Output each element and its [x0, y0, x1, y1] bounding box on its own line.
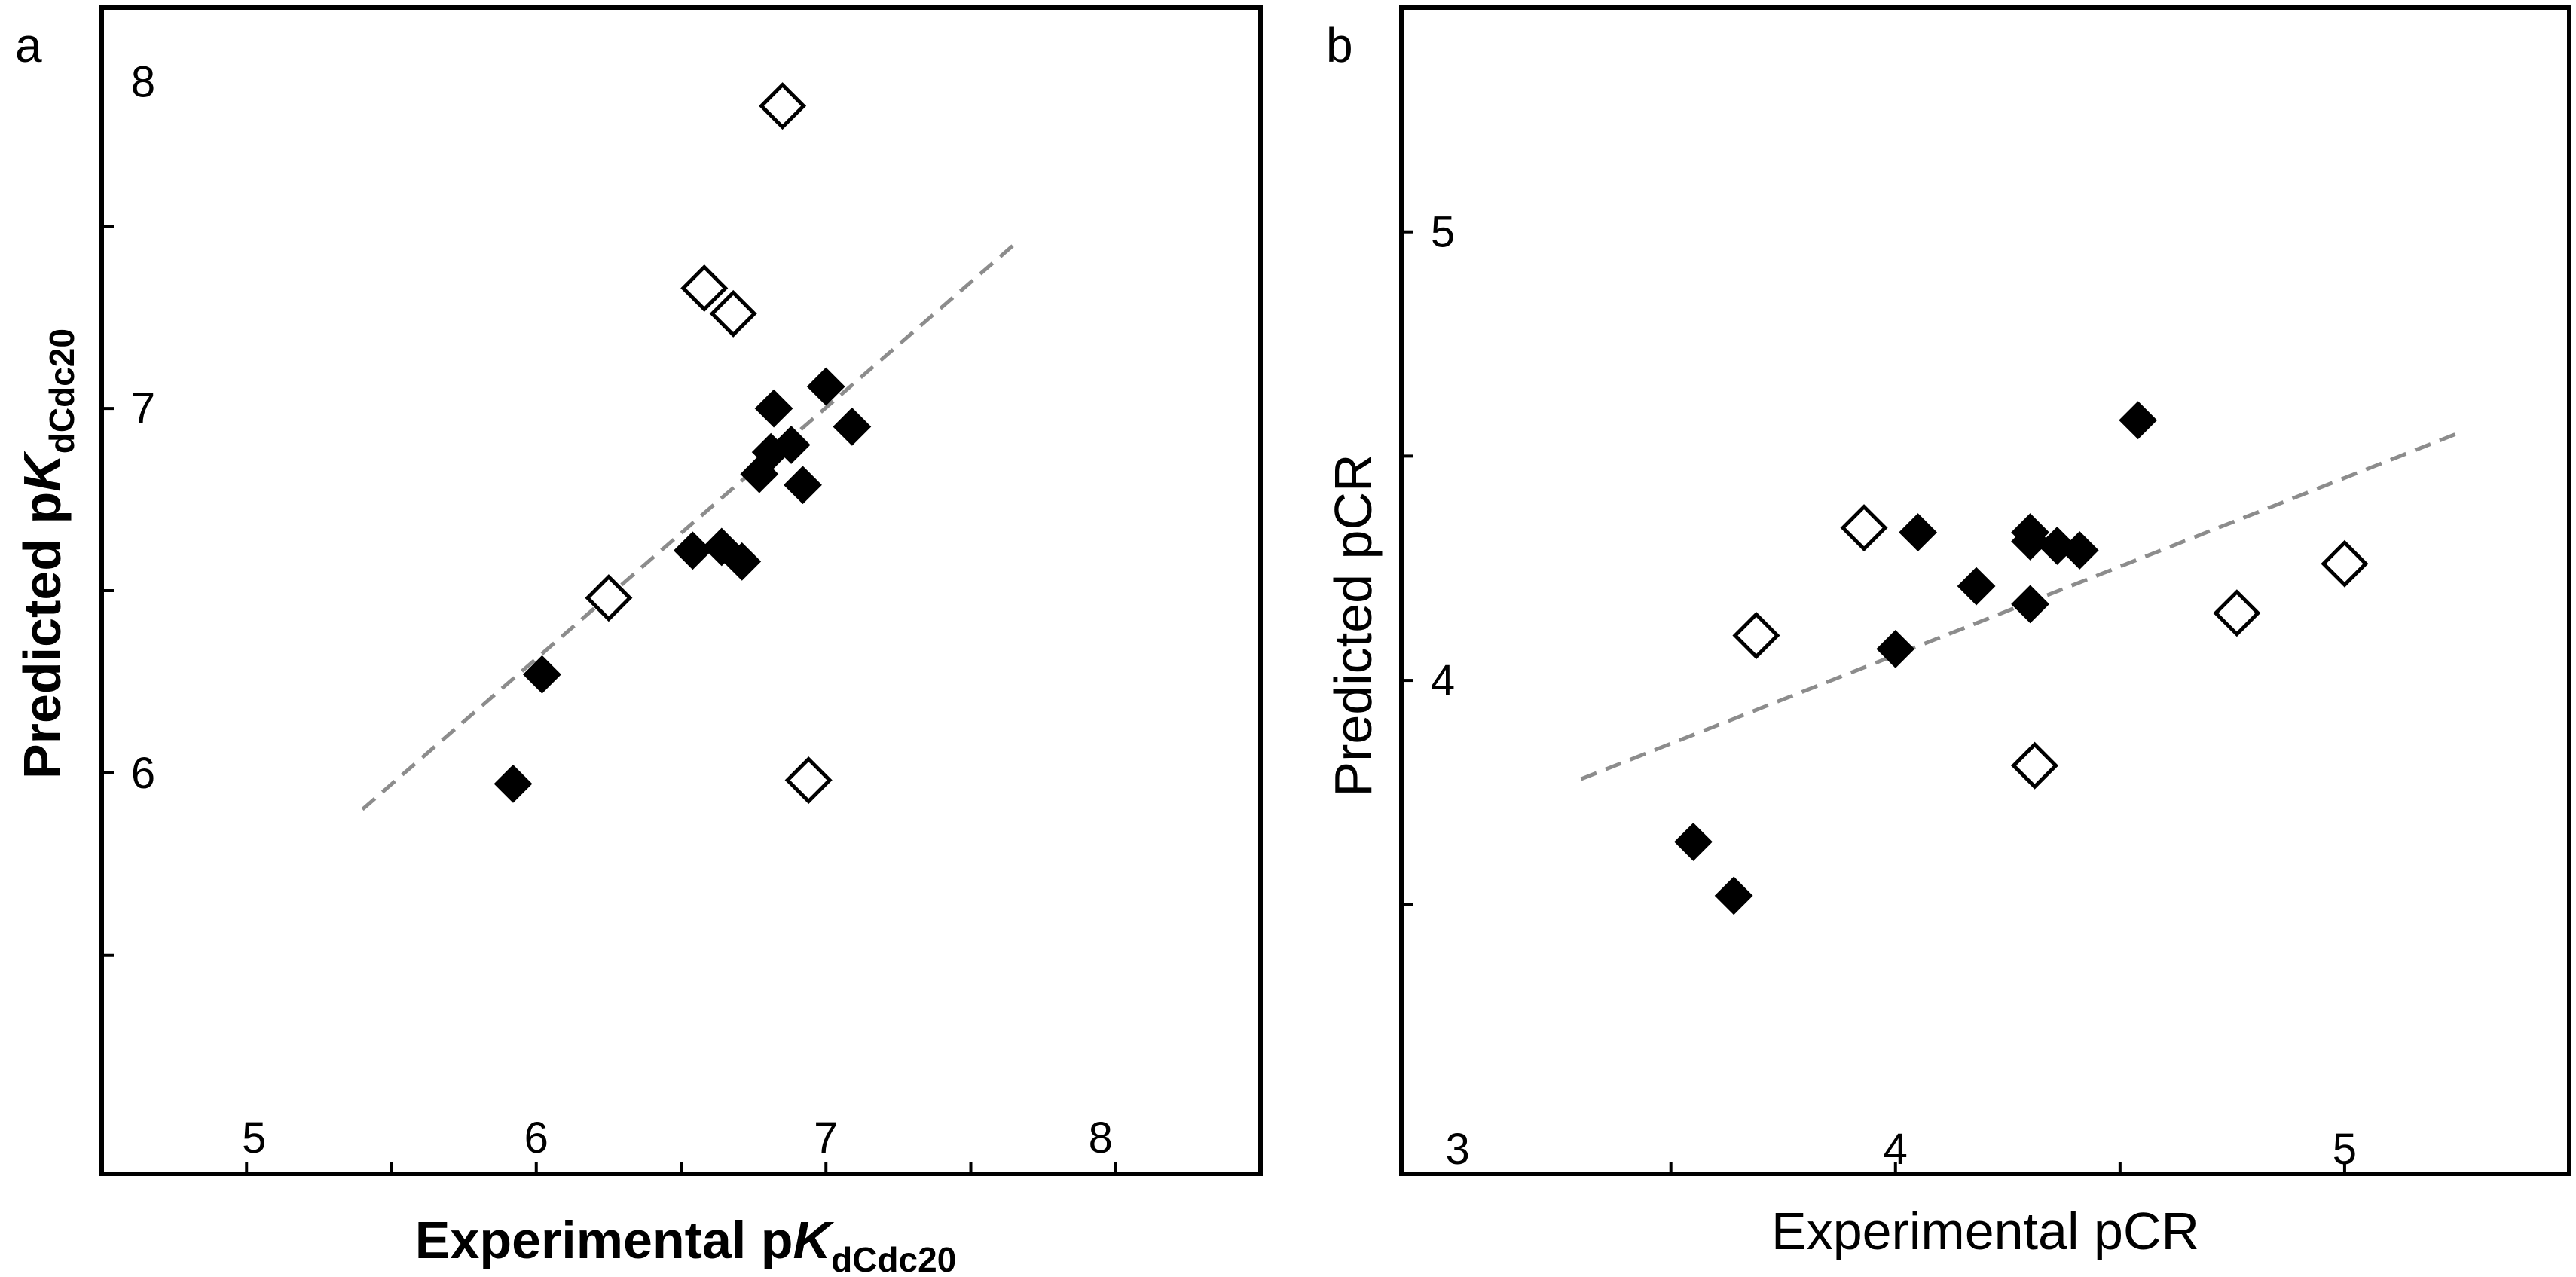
open-diamond-point — [709, 289, 757, 338]
panel-b-y-axis-title: Predicted pCR — [1324, 454, 1383, 796]
filled-diamond-point — [2119, 401, 2158, 440]
filled-diamond-point — [1674, 823, 1713, 861]
panel-a-x-axis-title: Experimental pKdCdc20 — [415, 1211, 957, 1277]
panel-a-plot-frame — [99, 5, 1263, 1176]
filled-diamond-point — [2060, 531, 2099, 570]
panel-a-data-points — [494, 82, 872, 805]
panel-b-x-tick-labels: 3 4 5 — [1445, 1125, 2357, 1174]
x-tick-label: 4 — [1884, 1125, 1908, 1174]
filled-diamond-point — [723, 542, 762, 581]
panel-a-fit-line — [361, 243, 1016, 811]
filled-diamond-point — [1714, 876, 1753, 915]
panel-b-y-tick-labels: 45 — [1431, 208, 1455, 705]
panel-b-data-points — [1674, 401, 2369, 915]
y-tick-label: 4 — [1431, 656, 1455, 705]
open-diamond-point — [1840, 504, 1888, 552]
open-diamond-point — [1732, 612, 1780, 660]
y-tick-label: 6 — [131, 749, 155, 798]
panel-b-x-ticks — [1669, 1162, 2346, 1174]
filled-diamond-point — [2011, 585, 2050, 624]
panel-a-y-ticks — [102, 225, 114, 957]
x-tick-label: 7 — [814, 1114, 838, 1162]
x-tick-label: 5 — [242, 1114, 266, 1162]
panel-a-chart: a 5 6 7 8 6 7 8 Experimental pKdCdc20 Predict… — [13, 5, 1263, 1277]
panel-a-y-axis-title: Predicted pKdCdc20 — [13, 328, 81, 779]
y-tick-label: 5 — [1431, 208, 1455, 257]
filled-diamond-point — [1876, 629, 1915, 668]
panel-b-y-ticks — [1401, 230, 1413, 906]
open-diamond-point — [2321, 539, 2369, 588]
open-diamond-point — [759, 82, 807, 130]
filled-diamond-point — [523, 655, 561, 694]
panel-a-x-ticks — [245, 1162, 1117, 1174]
x-tick-label: 5 — [2333, 1125, 2357, 1174]
panel-a-letter: a — [15, 18, 42, 72]
filled-diamond-point — [2011, 513, 2050, 552]
panel-b-plot-frame — [1399, 5, 2571, 1176]
panel-b-letter: b — [1326, 18, 1353, 72]
open-diamond-point — [2213, 589, 2261, 637]
filled-diamond-point — [754, 389, 793, 428]
open-diamond-point — [680, 264, 729, 313]
filled-diamond-point — [1957, 567, 1996, 606]
filled-diamond-point — [494, 764, 533, 803]
panel-a-x-tick-labels: 5 6 7 8 — [242, 1114, 1113, 1162]
x-tick-label: 6 — [524, 1114, 549, 1162]
open-diamond-point — [585, 574, 633, 622]
x-tick-label: 3 — [1445, 1125, 1469, 1174]
filled-diamond-point — [772, 426, 811, 464]
x-tick-label: 8 — [1089, 1114, 1113, 1162]
filled-diamond-point — [833, 407, 872, 446]
y-tick-label: 7 — [131, 384, 155, 433]
open-diamond-point — [784, 756, 833, 805]
open-diamond-point — [2011, 741, 2059, 790]
filled-diamond-point — [784, 466, 822, 505]
panel-b-x-axis-title: Experimental pCR — [1771, 1202, 2199, 1260]
filled-diamond-point — [806, 367, 845, 406]
filled-diamond-point — [1899, 513, 1937, 552]
panel-a-y-tick-labels: 6 7 8 — [131, 57, 155, 798]
y-tick-label: 8 — [131, 57, 155, 106]
filled-diamond-point — [673, 531, 712, 570]
